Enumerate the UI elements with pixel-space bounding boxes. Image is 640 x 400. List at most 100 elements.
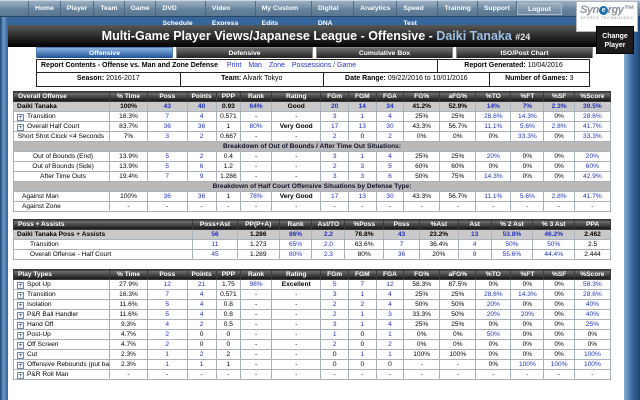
stat-link[interactable]: 9	[457, 249, 492, 260]
stat-link[interactable]: 11.1%	[475, 191, 512, 202]
stat-link[interactable]: 78%	[240, 191, 272, 202]
nav-item-speed-test[interactable]: Speed Test	[397, 1, 439, 27]
stat-link[interactable]: 5	[146, 151, 188, 162]
stat-link[interactable]: 50%	[532, 239, 576, 250]
stat-link[interactable]: 7%	[510, 101, 545, 112]
stat-link[interactable]: 53.8%	[490, 229, 534, 240]
stat-link[interactable]: 1	[347, 111, 377, 122]
stat-link[interactable]: 2	[375, 131, 405, 142]
stat-link[interactable]: 12	[146, 279, 188, 290]
stat-link[interactable]: 44.4%	[532, 249, 576, 260]
stat-link[interactable]: 1	[347, 151, 377, 162]
stat-link[interactable]: 1	[347, 319, 377, 330]
nav-item-player[interactable]: Player	[61, 1, 95, 16]
stat-link[interactable]: 64%	[240, 101, 272, 112]
stat-link[interactable]: 20%	[475, 309, 512, 320]
stat-link[interactable]: 2	[186, 349, 217, 360]
stat-link[interactable]: 2.2	[311, 229, 346, 240]
stat-link[interactable]: 2	[320, 309, 349, 320]
stat-link[interactable]: 5	[146, 299, 188, 310]
report-link-print[interactable]: Print	[226, 62, 242, 69]
stat-link[interactable]: 4	[375, 319, 405, 330]
expand-icon[interactable]: +	[17, 291, 24, 299]
stat-link[interactable]: 1	[375, 329, 405, 340]
stat-link[interactable]: 4	[375, 111, 405, 122]
stat-link[interactable]: 3	[320, 151, 349, 162]
stat-link[interactable]: 25%	[573, 319, 612, 330]
stat-link[interactable]: 14	[347, 101, 377, 112]
stat-link[interactable]: 40%	[573, 309, 612, 320]
stat-link[interactable]: 20%	[510, 309, 545, 320]
stat-link[interactable]: 4	[375, 289, 405, 300]
stat-link[interactable]: 11	[192, 239, 238, 250]
stat-link[interactable]: 80%	[240, 121, 272, 132]
expand-icon[interactable]: +	[17, 123, 24, 131]
stat-link[interactable]: 45	[192, 249, 238, 260]
stat-link[interactable]: 36	[146, 121, 188, 132]
stat-link[interactable]: 4	[186, 111, 217, 122]
stat-link[interactable]: 56	[192, 229, 238, 240]
stat-link[interactable]: 41.7%	[573, 191, 612, 202]
stat-link[interactable]: 2	[186, 319, 217, 330]
stat-link[interactable]: 60%	[573, 161, 612, 172]
stat-link[interactable]: 3	[320, 171, 349, 182]
stat-link[interactable]: 1	[347, 309, 377, 320]
nav-item-training[interactable]: Training	[438, 1, 478, 16]
stat-link[interactable]: 55.6%	[490, 249, 534, 260]
stat-link[interactable]: 65%	[278, 239, 313, 250]
nav-item-analytics[interactable]: Analytics	[354, 1, 398, 16]
stat-link[interactable]: 5	[375, 161, 405, 172]
stat-link[interactable]: 1	[347, 349, 377, 360]
stat-link[interactable]: 4	[146, 319, 188, 330]
stat-link[interactable]: 20%	[475, 151, 512, 162]
nav-item-digital-dna[interactable]: Digital DNA	[312, 1, 355, 27]
stat-link[interactable]: 14.3%	[510, 289, 545, 300]
stat-link[interactable]: 1	[375, 349, 405, 360]
stat-link[interactable]: 21	[186, 279, 217, 290]
stat-link[interactable]: 100%	[573, 349, 612, 360]
stat-link[interactable]: 5	[146, 161, 188, 172]
stat-link[interactable]: 2.8%	[543, 191, 575, 202]
stat-link[interactable]: 5.6%	[510, 191, 545, 202]
stat-link[interactable]: 36	[186, 191, 217, 202]
stat-link[interactable]: 12	[375, 279, 405, 290]
stat-link[interactable]: 4	[375, 151, 405, 162]
stat-link[interactable]: 1	[146, 359, 188, 370]
stat-link[interactable]: 28.6%	[475, 111, 512, 122]
report-link-possessions-game[interactable]: Possessions / Game	[291, 62, 357, 69]
stat-link[interactable]: 98%	[240, 279, 272, 290]
nav-item-game[interactable]: Game	[125, 1, 157, 16]
stat-link[interactable]: 2.8%	[543, 121, 575, 132]
stat-link[interactable]: 2	[347, 299, 377, 310]
stat-link[interactable]: 20%	[475, 299, 512, 310]
nav-item-home[interactable]: Home	[28, 1, 61, 16]
nav-item-support[interactable]: Support	[478, 1, 517, 16]
stat-link[interactable]: 39.5%	[573, 101, 612, 112]
stat-link[interactable]: 20%	[573, 151, 612, 162]
expand-icon[interactable]: +	[17, 361, 24, 369]
stat-link[interactable]: 3	[375, 309, 405, 320]
stat-link[interactable]: 43	[146, 101, 188, 112]
stat-link[interactable]: 20	[320, 101, 349, 112]
stat-link[interactable]: 50%	[475, 329, 512, 340]
nav-item-video-express[interactable]: Video Express	[206, 1, 256, 27]
stat-link[interactable]: 2.0	[311, 239, 346, 250]
stat-link[interactable]: 17	[320, 121, 349, 132]
stat-link[interactable]: 86%	[278, 229, 313, 240]
stat-link[interactable]: 34	[375, 101, 405, 112]
stat-link[interactable]: 17	[320, 191, 349, 202]
stat-link[interactable]: 4	[375, 299, 405, 310]
stat-link[interactable]: 1	[146, 349, 188, 360]
stat-link[interactable]: 40	[186, 101, 217, 112]
stat-link[interactable]: 100%	[510, 359, 545, 370]
stat-link[interactable]: 1	[186, 359, 217, 370]
stat-link[interactable]: 13	[347, 121, 377, 132]
expand-icon[interactable]: +	[17, 113, 24, 121]
stat-link[interactable]: 33.3%	[510, 131, 545, 142]
stat-link[interactable]: 7	[146, 111, 188, 122]
expand-icon[interactable]: +	[17, 371, 24, 379]
stat-link[interactable]: 100%	[573, 359, 612, 370]
logout-button[interactable]: Logout	[516, 2, 562, 15]
stat-link[interactable]: 2	[186, 131, 217, 142]
stat-link[interactable]: 46.2%	[532, 229, 576, 240]
